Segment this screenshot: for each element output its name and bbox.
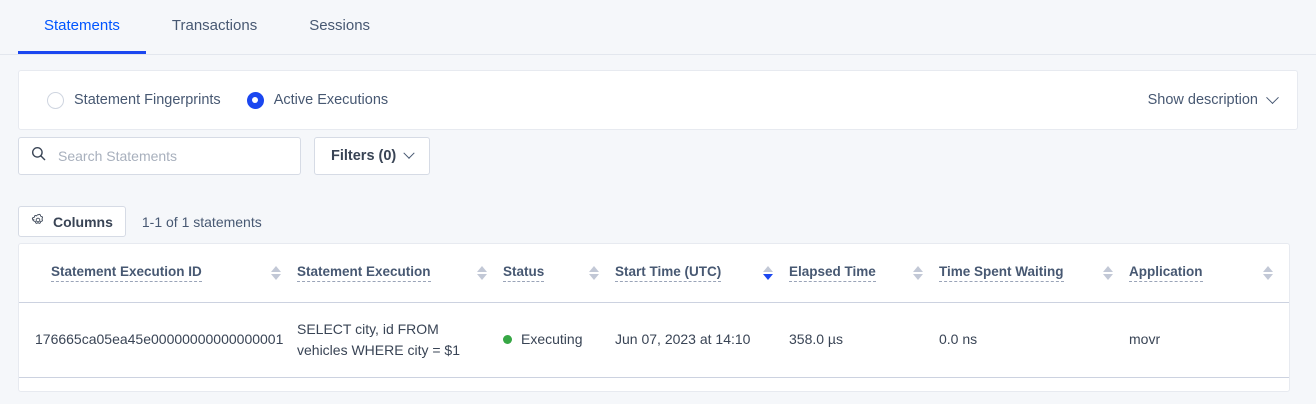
sort-toggle-statement-execution-id[interactable]	[271, 265, 281, 280]
sort-ascending-icon	[763, 265, 773, 272]
sort-descending-icon	[589, 273, 599, 280]
sort-ascending-icon	[913, 265, 923, 272]
cell-start-time: Jun 07, 2023 at 14:10	[615, 302, 789, 378]
cell-time-spent-waiting: 0.0 ns	[939, 302, 1129, 378]
result-count-label: 1-1 of 1 statements	[141, 213, 262, 230]
table-header-row: Statement Execution ID Statement Executi…	[19, 244, 1289, 303]
chevron-down-icon	[403, 147, 415, 159]
sort-descending-icon	[1263, 273, 1273, 280]
sort-descending-icon	[477, 273, 487, 280]
cell-statement[interactable]: SELECT city, id FROM vehicles WHERE city…	[297, 302, 503, 378]
columns-button[interactable]: Columns	[18, 206, 126, 237]
primary-tab-bar: Statements Transactions Sessions	[0, 0, 1316, 55]
view-toggle-radio-group: Statement Fingerprints Active Executions	[47, 91, 389, 109]
filters-button[interactable]: Filters (0)	[314, 137, 431, 175]
status-badge: Executing	[521, 331, 583, 347]
radio-active-executions-label: Active Executions	[273, 92, 389, 108]
column-header-label[interactable]: Statement Execution	[297, 264, 431, 282]
tab-statements-label: Statements	[44, 17, 120, 34]
tab-sessions[interactable]: Sessions	[283, 0, 396, 53]
sort-toggle-statement-execution[interactable]	[477, 265, 487, 280]
column-header-status[interactable]: Status	[503, 244, 615, 303]
sort-toggle-elapsed-time[interactable]	[913, 265, 923, 280]
column-header-label[interactable]: Application	[1129, 264, 1203, 282]
cell-execution-id[interactable]: 176665ca05ea45e00000000000000001	[19, 302, 297, 378]
search-statements-box[interactable]	[18, 137, 301, 175]
tab-statements[interactable]: Statements	[18, 0, 146, 54]
column-header-label[interactable]: Start Time (UTC)	[615, 264, 722, 282]
sort-descending-icon	[271, 273, 281, 280]
chevron-down-icon	[1266, 90, 1279, 104]
sort-toggle-time-spent-waiting[interactable]	[1103, 265, 1113, 280]
column-header-label[interactable]: Statement Execution ID	[51, 264, 202, 282]
column-header-application[interactable]: Application	[1129, 244, 1289, 303]
column-header-label[interactable]: Elapsed Time	[789, 264, 876, 282]
radio-unchecked-icon	[47, 91, 64, 109]
view-toggle-panel: Statement Fingerprints Active Executions…	[18, 70, 1298, 130]
sort-ascending-icon	[477, 265, 487, 272]
search-icon	[31, 146, 46, 166]
filters-button-label: Filters (0)	[331, 148, 397, 164]
radio-active-executions[interactable]: Active Executions	[246, 91, 389, 109]
sort-descending-icon	[763, 273, 773, 280]
column-header-label[interactable]: Time Spent Waiting	[939, 264, 1064, 282]
column-header-label[interactable]: Status	[503, 264, 545, 282]
gear-icon	[31, 213, 45, 230]
status-dot-icon	[503, 335, 512, 344]
table-row[interactable]: 176665ca05ea45e00000000000000001 SELECT …	[19, 302, 1289, 378]
sort-toggle-status[interactable]	[589, 265, 599, 280]
radio-statement-fingerprints[interactable]: Statement Fingerprints	[47, 91, 221, 109]
statements-table-card: Statement Execution ID Statement Executi…	[18, 243, 1290, 392]
cell-elapsed-time: 358.0 µs	[789, 302, 939, 378]
sort-ascending-icon	[1263, 265, 1273, 272]
radio-statement-fingerprints-label: Statement Fingerprints	[74, 92, 221, 108]
columns-button-label: Columns	[53, 213, 113, 230]
cell-application: movr	[1129, 302, 1289, 378]
column-header-statement-execution-id[interactable]: Statement Execution ID	[19, 244, 297, 303]
column-header-elapsed-time[interactable]: Elapsed Time	[789, 244, 939, 303]
sort-descending-icon	[913, 273, 923, 280]
table-controls-row: Columns 1-1 of 1 statements	[18, 206, 262, 237]
sort-toggle-start-time[interactable]	[763, 265, 773, 280]
sort-ascending-icon	[271, 265, 281, 272]
active-executions-table: Statement Execution ID Statement Executi…	[19, 244, 1289, 378]
show-description-toggle[interactable]: Show description	[1147, 90, 1279, 108]
tab-transactions[interactable]: Transactions	[146, 0, 283, 53]
sort-descending-icon	[1103, 273, 1113, 280]
tab-transactions-label: Transactions	[171, 17, 258, 34]
cell-status: Executing	[503, 302, 615, 378]
search-toolbar: Filters (0)	[18, 137, 431, 175]
sort-ascending-icon	[589, 265, 599, 272]
sort-toggle-application[interactable]	[1263, 265, 1273, 280]
sort-ascending-icon	[1103, 265, 1113, 272]
tab-sessions-label: Sessions	[309, 17, 371, 34]
show-description-label: Show description	[1147, 92, 1258, 108]
search-input[interactable]	[56, 147, 288, 165]
column-header-start-time[interactable]: Start Time (UTC)	[615, 244, 789, 303]
column-header-time-spent-waiting[interactable]: Time Spent Waiting	[939, 244, 1129, 303]
radio-checked-icon	[246, 91, 264, 109]
column-header-statement-execution[interactable]: Statement Execution	[297, 244, 503, 303]
